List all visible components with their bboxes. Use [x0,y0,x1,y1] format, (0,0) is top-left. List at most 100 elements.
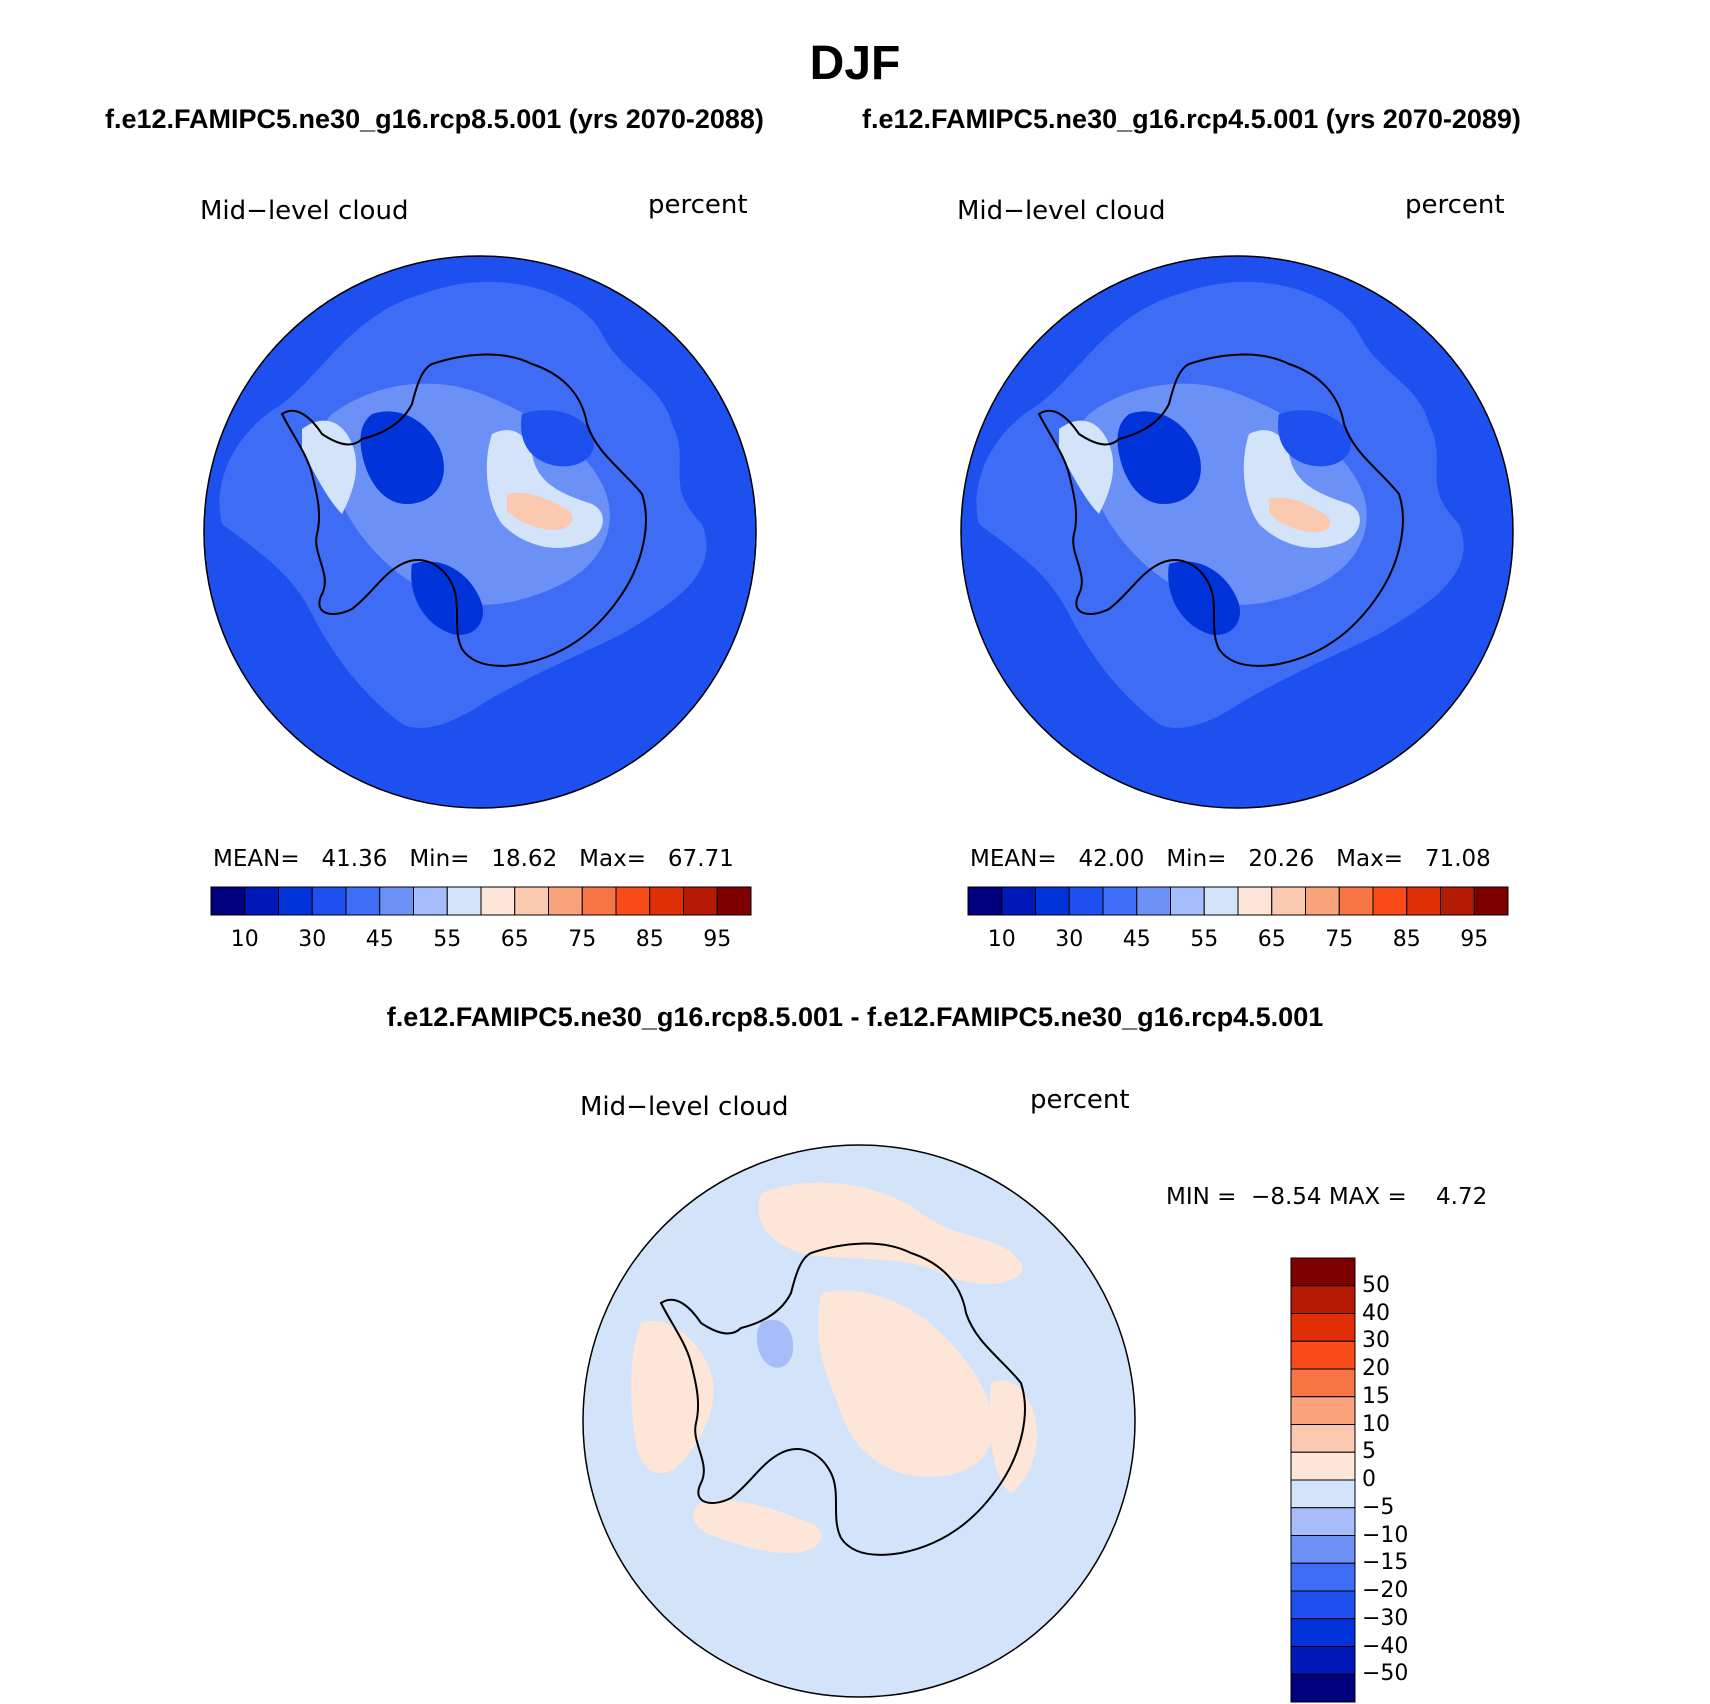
colorbar-box [413,886,448,916]
colorbar-box [1290,1396,1356,1425]
anomaly-patch [758,1182,1023,1284]
coastline [280,353,647,667]
cloud-patch [1117,411,1201,504]
colorbar-difference [1290,1257,1356,1703]
colorbar-tick-label: −50 [1362,1661,1409,1687]
colorbar-box [716,886,752,916]
colorbar-tick-label: 65 [500,927,529,952]
max-value: 71.08 [1424,846,1491,872]
colorbar-box [345,886,381,916]
colorbar-box [1290,1646,1356,1675]
colorbar-rcp85 [210,886,752,916]
colorbar-tick-label: −5 [1362,1494,1395,1520]
colorbar-box [683,886,718,916]
max-label: Max= [579,846,646,872]
colorbar-box [1290,1451,1356,1481]
anomaly-patch [631,1321,714,1474]
colorbar-tick-label: 65 [1257,927,1286,952]
colorbar-tick-label: 20 [1362,1356,1390,1381]
coastline [1037,353,1404,667]
colorbar-box [1290,1340,1356,1370]
colorbar-tick-label: 45 [1122,927,1151,952]
anomaly-patch [818,1290,993,1477]
cloud-patch [360,411,444,504]
polar-map-rcp45 [960,255,1514,809]
colorbar-box [1102,886,1138,916]
colorbar-tick-label: 30 [1055,927,1084,952]
colorbar-box [1406,886,1441,916]
colorbar-box [210,886,246,916]
season-title: DJF [809,37,901,90]
max-label: Max= [1336,846,1403,872]
colorbar-box [1290,1313,1356,1342]
subtitle-right: f.e12.FAMIPC5.ne30_g16.rcp4.5.001 (yrs 2… [862,104,1521,134]
cloud-patch [411,561,483,635]
colorbar-box [1170,886,1205,916]
colorbar-tick-label: 95 [703,927,732,952]
colorbar-box [1290,1424,1356,1453]
colorbar-box [446,886,482,916]
panel1-units: percent [648,190,748,220]
colorbar-box [548,886,583,916]
colorbar-box [615,886,651,916]
colorbar-box [1290,1535,1356,1564]
panel1-variable: Mid−level cloud [200,196,409,226]
min-label: Min= [1166,846,1227,872]
colorbar-box [311,886,347,916]
colorbar-tick-label: −10 [1362,1522,1409,1548]
cloud-patch [486,430,603,548]
colorbar-box [1290,1479,1356,1509]
colorbar-box [1290,1507,1356,1536]
colorbar-tick-label: 85 [635,927,664,952]
cloud-patch [507,492,573,530]
colorbar-box [1338,886,1374,916]
colorbar-tick-label: 55 [1190,927,1219,952]
min-value: −8.54 [1251,1184,1322,1210]
diff-variable: Mid−level cloud [580,1092,789,1122]
cloud-patch [1168,561,1240,635]
panel2-stats: MEAN= 42.00 Min= 20.26 Max= 71.08 [970,846,1491,872]
colorbar-tick-label: −15 [1362,1550,1409,1576]
colorbar-tick-label: 30 [298,927,327,952]
panel2-units: percent [1405,190,1505,220]
colorbar-rcp45 [967,886,1509,916]
colorbar-box [581,886,617,916]
colorbar-box [1203,886,1239,916]
min-label: Min= [409,846,470,872]
max-label: MAX = [1328,1184,1407,1210]
mean-label: MEAN= [213,846,300,872]
cloud-patch [1243,430,1360,548]
colorbar-box [1290,1285,1356,1314]
polar-map-difference [582,1144,1136,1698]
colorbar-box [649,886,684,916]
min-value: 20.26 [1248,846,1315,872]
colorbar-box [967,886,1003,916]
panel2-variable: Mid−level cloud [957,196,1166,226]
colorbar-tick-label: 75 [1325,927,1354,952]
anomaly-patch [756,1319,794,1368]
cloud-patch [521,410,594,467]
colorbar-box [1440,886,1475,916]
colorbar-tick-label: 75 [568,927,597,952]
colorbar-box [1372,886,1408,916]
colorbar-box [1290,1618,1356,1647]
cloud-patch [1278,410,1351,467]
colorbar-box [1035,886,1070,916]
subtitle-left: f.e12.FAMIPC5.ne30_g16.rcp8.5.001 (yrs 2… [105,104,764,134]
colorbar-box [1271,886,1306,916]
colorbar-tick-label: 10 [987,927,1016,952]
colorbar-box [1305,886,1340,916]
colorbar-box [1290,1590,1356,1620]
colorbar-tick-label: −40 [1362,1633,1409,1659]
min-label: MIN = [1166,1184,1237,1210]
colorbar-tick-label: 10 [1362,1411,1390,1437]
colorbar-tick-label: −20 [1362,1578,1409,1603]
cloud-patch [1269,497,1331,533]
colorbar-box [244,886,279,916]
mean-label: MEAN= [970,846,1057,872]
diff-units: percent [1030,1085,1130,1115]
colorbar-tick-label: 30 [1362,1328,1390,1354]
colorbar-box [1068,886,1104,916]
colorbar-tick-label: 50 [1362,1272,1390,1298]
colorbar-tick-label: 45 [365,927,394,952]
